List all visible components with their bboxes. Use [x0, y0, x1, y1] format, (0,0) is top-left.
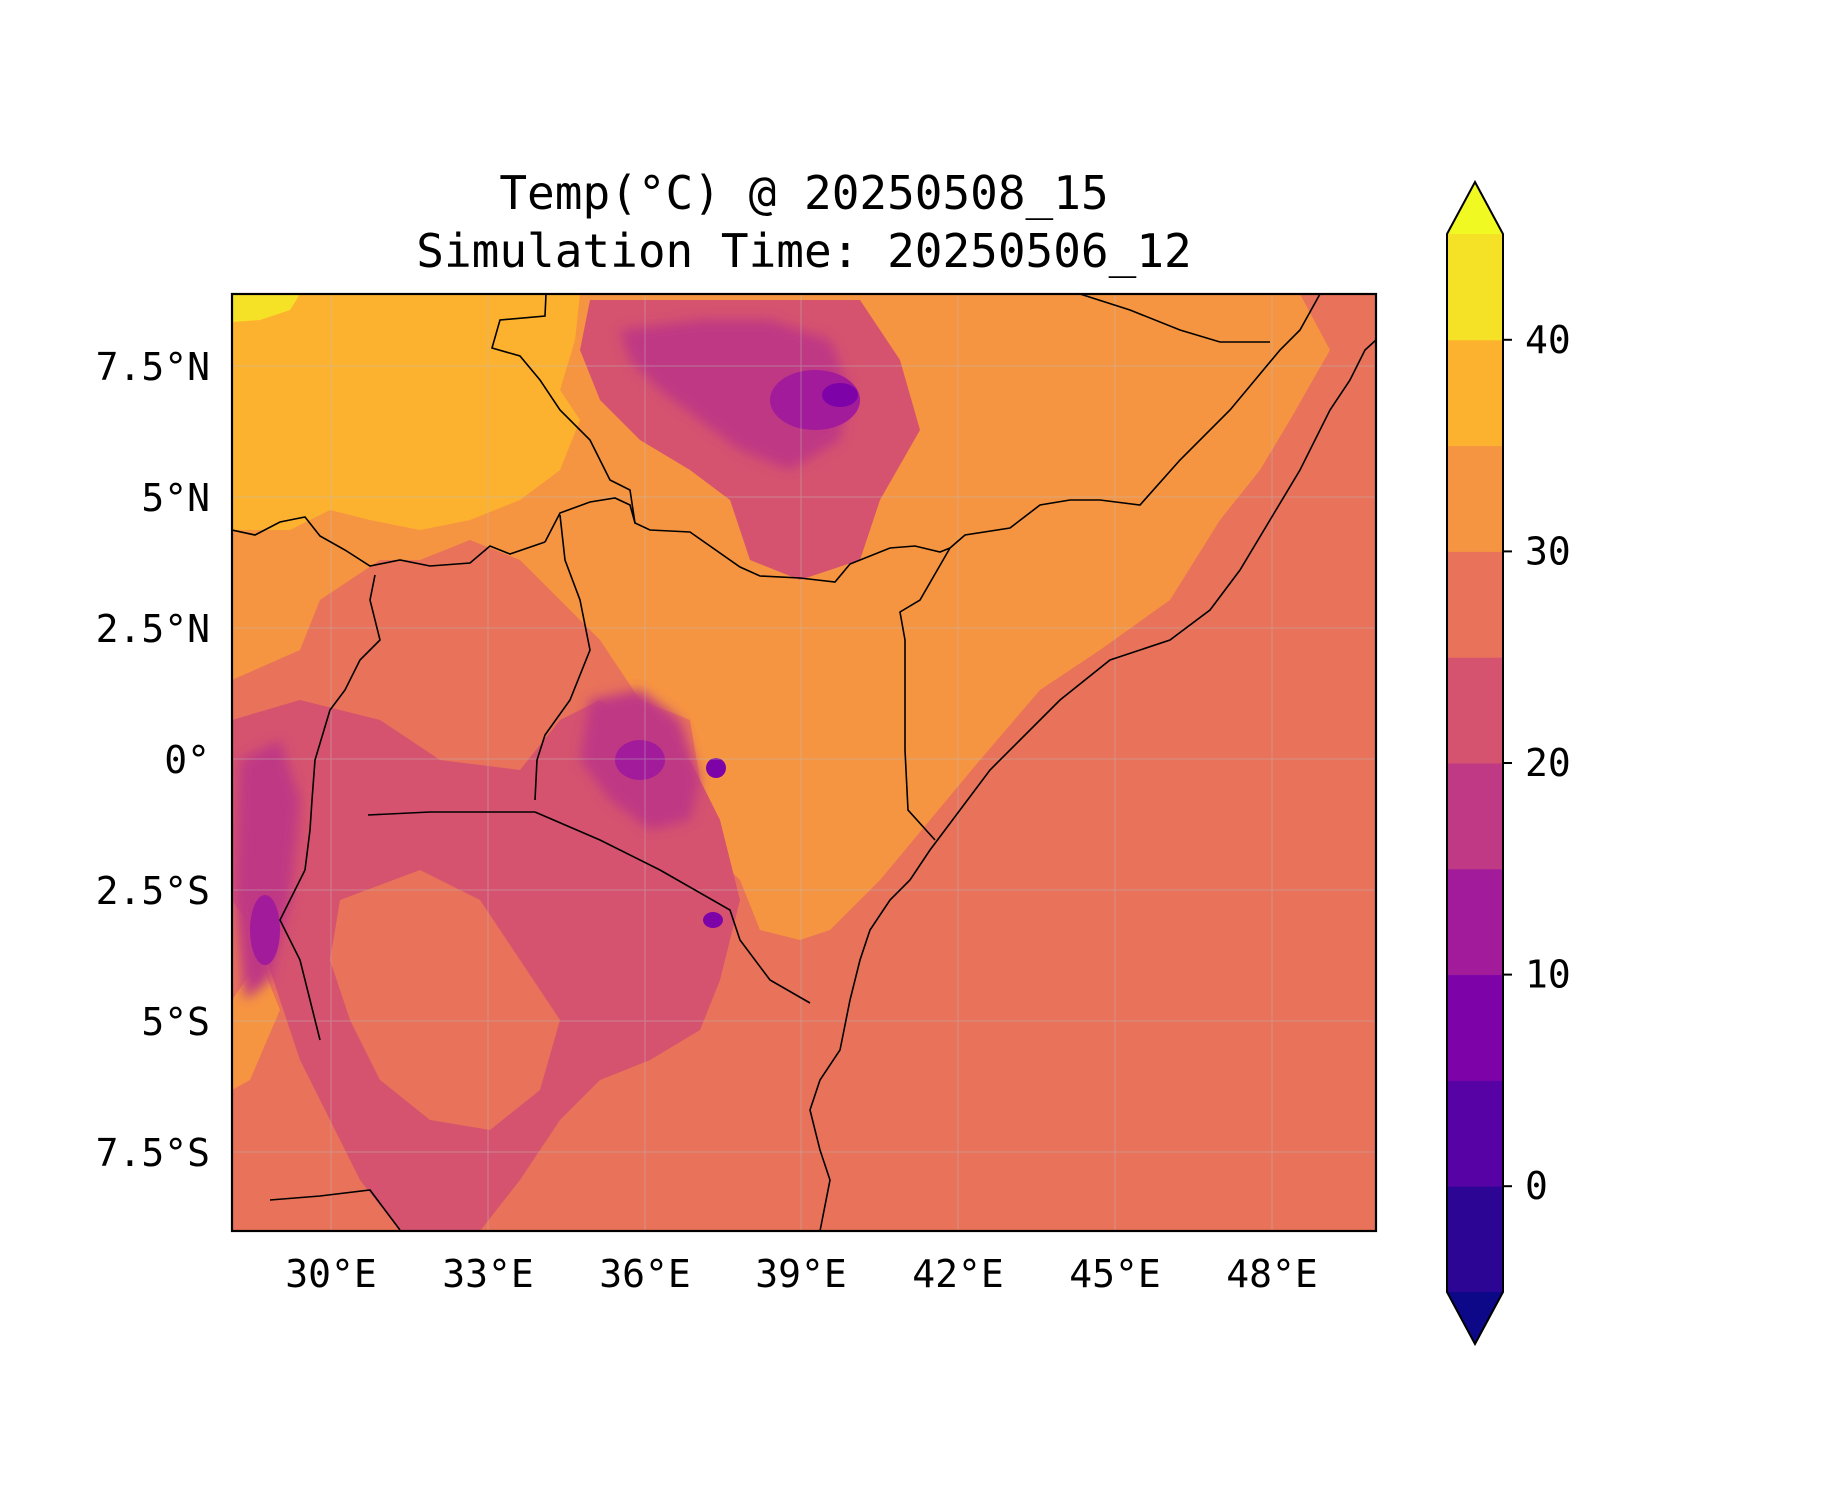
colorbar-segment [1447, 234, 1503, 341]
map-frame [230, 292, 1378, 1233]
border-kenya-tanzania [534, 811, 811, 1004]
level-35-40-sudan [232, 294, 580, 530]
colorbar-segment [1447, 1186, 1503, 1293]
border-south-sudan-uganda [232, 516, 546, 567]
border-uganda-west [304, 574, 381, 871]
border-sudan-ethiopia [491, 294, 636, 524]
colorbar-tick-label: 10 [1525, 953, 1571, 997]
y-tick-label: 2.5°S [96, 869, 210, 913]
y-tick-label: 7.5°S [96, 1131, 210, 1175]
colorbar-extend-min [1447, 1292, 1503, 1344]
border-ethiopia-kenya [544, 497, 951, 583]
y-tick-label: 5°S [141, 1000, 210, 1044]
x-tick-label: 36°E [599, 1252, 691, 1296]
level-15-20-ethiopia [620, 320, 850, 470]
y-tick-label: 2.5°N [96, 607, 210, 651]
country-borders [232, 294, 1376, 1231]
border-tanzania-zambia [269, 1189, 401, 1231]
x-tick-label: 39°E [755, 1252, 847, 1296]
border-rwanda-burundi [279, 869, 321, 1041]
temperature-field [232, 294, 1376, 1231]
colorbar-segment [1447, 445, 1503, 552]
level-5-10-peak-3 [703, 912, 723, 928]
border-ethiopia-somalia [949, 294, 1321, 549]
level-5-10-peak-2 [706, 758, 726, 778]
border-djibouti-somaliland [1079, 294, 1270, 343]
title-line-2: Simulation Time: 20250506_12 [416, 224, 1191, 278]
colorbar-extend-max [1447, 182, 1503, 234]
border-kenya-somalia [899, 547, 951, 841]
border-uganda-kenya [534, 514, 591, 801]
colorbar: 0 10 20 30 40 [1446, 179, 1571, 1347]
colorbar-segment [1447, 657, 1503, 764]
title-line-1: Temp(°C) @ 20250508_15 [499, 166, 1108, 220]
colorbar-segment [1447, 551, 1503, 658]
colorbar-tick-label: 20 [1525, 741, 1571, 785]
level-10-15-peak-2 [615, 740, 665, 780]
colorbar-tick-label: 0 [1525, 1164, 1548, 1208]
colorbar-segment [1447, 974, 1503, 1081]
colorbar-segment [1447, 763, 1503, 870]
colorbar-outline [1446, 179, 1504, 1347]
x-tick-label: 30°E [285, 1252, 377, 1296]
colorbar-segment [1447, 339, 1503, 447]
level-5-10-peak-1 [822, 383, 858, 407]
y-tick-label: 5°N [141, 476, 210, 520]
level-40-45-patch [232, 294, 300, 322]
coastline [809, 339, 1376, 1231]
map-panel: 30°E 33°E 36°E 39°E 42°E 45°E 48°E 7.5°N… [96, 292, 1378, 1296]
x-axis-labels: 30°E 33°E 36°E 39°E 42°E 45°E 48°E [285, 1252, 1318, 1296]
x-tick-label: 42°E [912, 1252, 1004, 1296]
y-tick-label: 0° [164, 738, 210, 782]
level-10-15-peak-3 [250, 895, 280, 965]
border-lake-victoria-south [367, 811, 535, 816]
x-tick-label: 33°E [442, 1252, 534, 1296]
y-axis-labels: 7.5°N 5°N 2.5°N 0° 2.5°S 5°S 7.5°S [96, 345, 210, 1175]
x-tick-label: 45°E [1069, 1252, 1161, 1296]
level-30-35-west [232, 960, 280, 1090]
colorbar-segment [1447, 1080, 1503, 1187]
y-tick-label: 7.5°N [96, 345, 210, 389]
colorbar-segment [1447, 868, 1503, 976]
gridlines [232, 294, 1376, 1231]
level-25-30-tanzania [330, 870, 560, 1130]
colorbar-tick-label: 40 [1525, 318, 1571, 362]
x-tick-label: 48°E [1226, 1252, 1318, 1296]
colorbar-tick-label: 30 [1525, 529, 1571, 573]
